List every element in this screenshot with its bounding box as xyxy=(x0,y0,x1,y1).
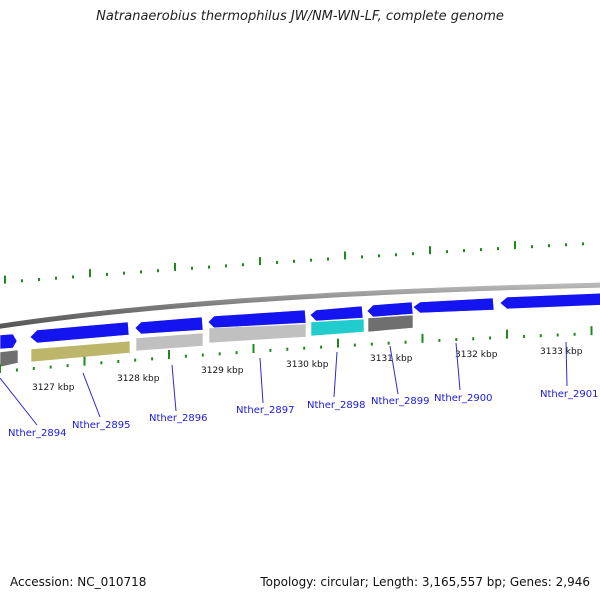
forward-gene-0[interactable] xyxy=(0,333,18,350)
ruler-label: 3130 kbp xyxy=(286,360,329,370)
gene-label[interactable]: Nther_2898 xyxy=(307,400,365,411)
outer-tick-marks xyxy=(4,241,584,284)
reverse-gene-1[interactable] xyxy=(30,340,131,363)
ruler-label: 3128 kbp xyxy=(117,374,160,384)
reverse-gene-0[interactable] xyxy=(0,349,19,368)
forward-gene-1[interactable] xyxy=(29,321,130,344)
leader-line xyxy=(389,345,399,395)
accession-text: Accession: NC_010718 xyxy=(10,575,147,589)
gene-leader-lines xyxy=(0,341,568,426)
ruler-label: 3132 kbp xyxy=(455,350,498,360)
gene-label[interactable]: Nther_2897 xyxy=(236,405,294,416)
gene-label[interactable]: Nther_2900 xyxy=(434,393,492,404)
forward-gene-7[interactable] xyxy=(499,292,600,310)
forward-gene-6[interactable] xyxy=(412,297,495,314)
gene-label[interactable]: Nther_2895 xyxy=(72,420,130,431)
reverse-gene-3[interactable] xyxy=(208,323,307,344)
gene-labels: Nther_2894 Nther_2895 Nther_2896 Nther_2… xyxy=(8,389,598,439)
gene-label[interactable]: Nther_2901 xyxy=(540,389,598,400)
forward-gene-3[interactable] xyxy=(207,309,307,329)
ruler-label: 3131 kbp xyxy=(370,354,413,364)
reverse-gene-2[interactable] xyxy=(135,332,204,352)
ruler-labels: 3127 kbp 3128 kbp 3129 kbp 3130 kbp 3131… xyxy=(32,347,583,393)
reverse-gene-5[interactable] xyxy=(367,314,414,333)
forward-gene-2[interactable] xyxy=(134,316,204,335)
forward-gene-5[interactable] xyxy=(366,301,414,318)
reverse-strand-genes xyxy=(0,314,414,368)
map-title: Natranaerobius thermophilus JW/NM-WN-LF,… xyxy=(96,9,504,24)
gene-label[interactable]: Nther_2896 xyxy=(149,413,207,424)
forward-strand-genes xyxy=(0,292,600,350)
forward-gene-4[interactable] xyxy=(309,305,364,322)
leader-line xyxy=(0,377,38,426)
gene-label[interactable]: Nther_2894 xyxy=(8,428,66,439)
genome-backbone xyxy=(0,282,600,329)
genome-summary-text: Topology: circular; Length: 3,165,557 bp… xyxy=(260,575,590,589)
ruler-label: 3127 kbp xyxy=(32,383,75,393)
ruler-label: 3133 kbp xyxy=(540,347,583,357)
gene-label[interactable]: Nther_2899 xyxy=(371,396,429,407)
leader-line xyxy=(333,351,338,398)
reverse-gene-4[interactable] xyxy=(310,318,365,337)
ruler-label: 3129 kbp xyxy=(201,366,244,376)
leader-line xyxy=(171,364,177,412)
inner-tick-marks xyxy=(0,326,593,373)
leader-line xyxy=(82,372,101,418)
leader-line xyxy=(259,357,264,404)
leader-line xyxy=(565,341,568,387)
leader-line xyxy=(455,342,461,391)
